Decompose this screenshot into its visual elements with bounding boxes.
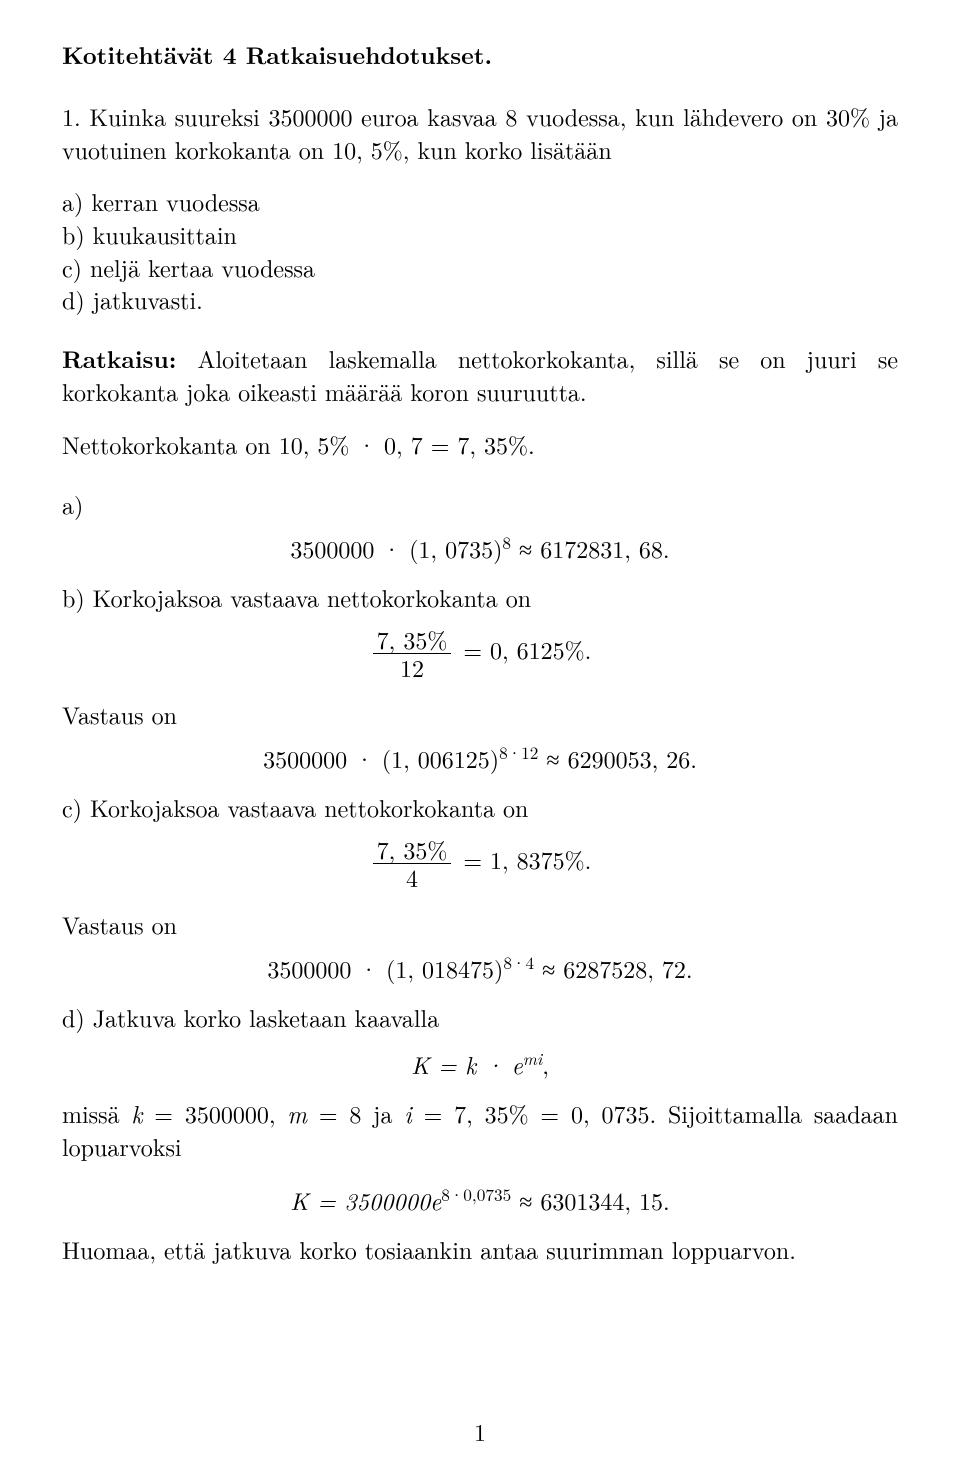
option-d: d) jatkuvasti.	[62, 283, 898, 316]
solution-text-1: Aloitetaan laskemalla nettokorkokanta, s…	[62, 341, 898, 409]
var-k: k	[131, 1096, 142, 1130]
d-text-b: = 3500000,	[142, 1096, 287, 1130]
var-m: m	[287, 1096, 307, 1130]
part-b-intro: b) Korkojaksoa vastaava nettokorkokanta …	[62, 581, 898, 614]
fraction-b: 7, 35% 12	[373, 627, 452, 680]
eq-d2-exp: 8·0,0735	[441, 1183, 511, 1207]
solution-label: Ratkaisu:	[62, 342, 176, 376]
eq-d2-base: K = 3500000e	[290, 1183, 441, 1217]
problem-statement: 1. Kuinka suureksi 3500000 euroa kasvaa …	[62, 100, 898, 165]
fraction-c-den: 4	[373, 863, 452, 890]
page: Kotitehtävät 4 Ratkaisuehdotukset. 1. Ku…	[0, 0, 960, 1472]
equation-b: 3500000 · (1, 006125)8·12 ≈ 6290053, 26.	[62, 741, 898, 775]
option-c: c) neljä kertaa vuodessa	[62, 251, 898, 284]
equation-d1: K = k · emi,	[62, 1047, 898, 1081]
fraction-b-den: 12	[373, 653, 452, 680]
part-d-intro: d) Jatkuva korko lasketaan kaavalla	[62, 1001, 898, 1034]
problem-intro: 1. Kuinka suureksi 3500000 euroa kasvaa …	[62, 99, 898, 166]
eq-a-base: 3500000 · (1, 0735)	[290, 531, 502, 565]
eq-d1-comma: ,	[542, 1047, 549, 1081]
d-text-c: = 8 ja	[307, 1096, 404, 1130]
d-text-a: missä	[62, 1096, 131, 1130]
fraction-b-rhs: = 0, 6125%.	[455, 632, 591, 666]
equation-c: 3500000 · (1, 018475)8·4 ≈ 6287528, 72.	[62, 951, 898, 985]
eq-c-exp: 8·4	[503, 951, 534, 975]
part-c-intro: c) Korkojaksoa vastaava nettokorkokanta …	[62, 791, 898, 824]
part-b-answer-label: Vastaus on	[62, 697, 898, 731]
page-number: 1	[0, 1414, 960, 1448]
eq-d1-base: K = k · e	[411, 1047, 523, 1081]
equation-a: 3500000 · (1, 0735)8 ≈ 6172831, 68.	[62, 531, 898, 565]
option-b: b) kuukausittain	[62, 218, 898, 251]
eq-b-base: 3500000 · (1, 006125)	[263, 741, 499, 775]
fraction-c: 7, 35% 4	[373, 837, 452, 890]
eq-d2-approx: ≈ 6301344, 15.	[511, 1183, 670, 1217]
equation-c-frac: 7, 35% 4 = 1, 8375%.	[62, 837, 898, 890]
eq-a-approx: ≈ 6172831, 68.	[511, 531, 670, 565]
eq-b-approx: ≈ 6290053, 26.	[538, 741, 697, 775]
solution-paragraph-1: Ratkaisu: Aloitetaan laskemalla nettokor…	[62, 342, 898, 408]
fraction-c-rhs: = 1, 8375%.	[455, 842, 591, 876]
document-title: Kotitehtävät 4 Ratkaisuehdotukset.	[62, 38, 898, 72]
part-c-answer-label: Vastaus on	[62, 907, 898, 941]
equation-b-frac: 7, 35% 12 = 0, 6125%.	[62, 627, 898, 680]
eq-d1-exp: mi	[523, 1047, 542, 1071]
eq-b-exp: 8·12	[499, 741, 538, 765]
part-d-params: missä k = 3500000, m = 8 ja i = 7, 35% =…	[62, 1097, 898, 1162]
var-i: i	[404, 1096, 411, 1130]
closing-note: Huomaa, että jatkuva korko tosiaankin an…	[62, 1233, 898, 1266]
eq-a-exp: 8	[502, 531, 511, 555]
option-a: a) kerran vuodessa	[62, 185, 898, 218]
eq-c-base: 3500000 · (1, 018475)	[267, 951, 503, 985]
equation-d2: K = 3500000e8·0,0735 ≈ 6301344, 15.	[62, 1183, 898, 1217]
part-a-label: a)	[62, 487, 898, 521]
solution-text-2: Nettokorkokanta on 10, 5% · 0, 7 = 7, 35…	[62, 428, 898, 461]
eq-c-approx: ≈ 6287528, 72.	[534, 951, 693, 985]
